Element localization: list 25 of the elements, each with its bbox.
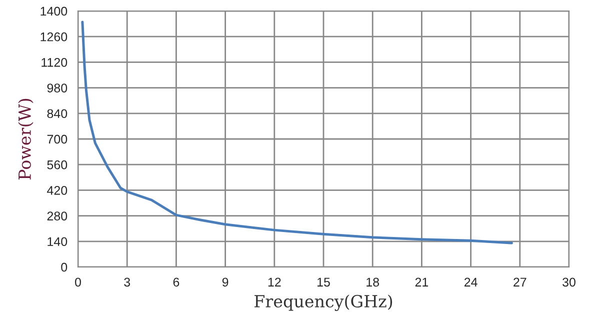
y-tick-label: 420 — [47, 186, 68, 195]
y-axis-title: Power(W) — [18, 98, 34, 180]
y-tick-label: 0 — [61, 262, 68, 272]
x-tick-label: 18 — [366, 278, 380, 287]
line-series — [81, 20, 513, 244]
y-tick-label: 1400 — [40, 6, 68, 16]
x-tick-label: 3 — [124, 278, 130, 287]
x-tick-label: 6 — [173, 278, 180, 287]
x-tick-label: 27 — [514, 278, 526, 286]
y-tick-label: 700 — [47, 134, 68, 144]
y-tick-label: 280 — [47, 212, 68, 220]
x-tick-label: 12 — [268, 278, 281, 286]
y-tick-label: 1120 — [42, 58, 68, 67]
y-tick-label: 980 — [47, 84, 68, 92]
y-tick-label: 560 — [47, 160, 68, 170]
x-tick-label: 21 — [415, 278, 428, 286]
y-tick-label: 140 — [48, 237, 68, 246]
x-tick-label: 30 — [562, 278, 576, 287]
x-tick-label: 24 — [464, 278, 478, 286]
y-tick-label: 840 — [47, 109, 68, 118]
x-axis-title: Frequency(GHz) — [254, 294, 392, 311]
y-tick-label: 1260 — [40, 32, 68, 42]
x-tick-label: 0 — [75, 278, 81, 287]
x-tick-label: 9 — [222, 278, 228, 287]
x-tick-label: 15 — [318, 278, 330, 287]
